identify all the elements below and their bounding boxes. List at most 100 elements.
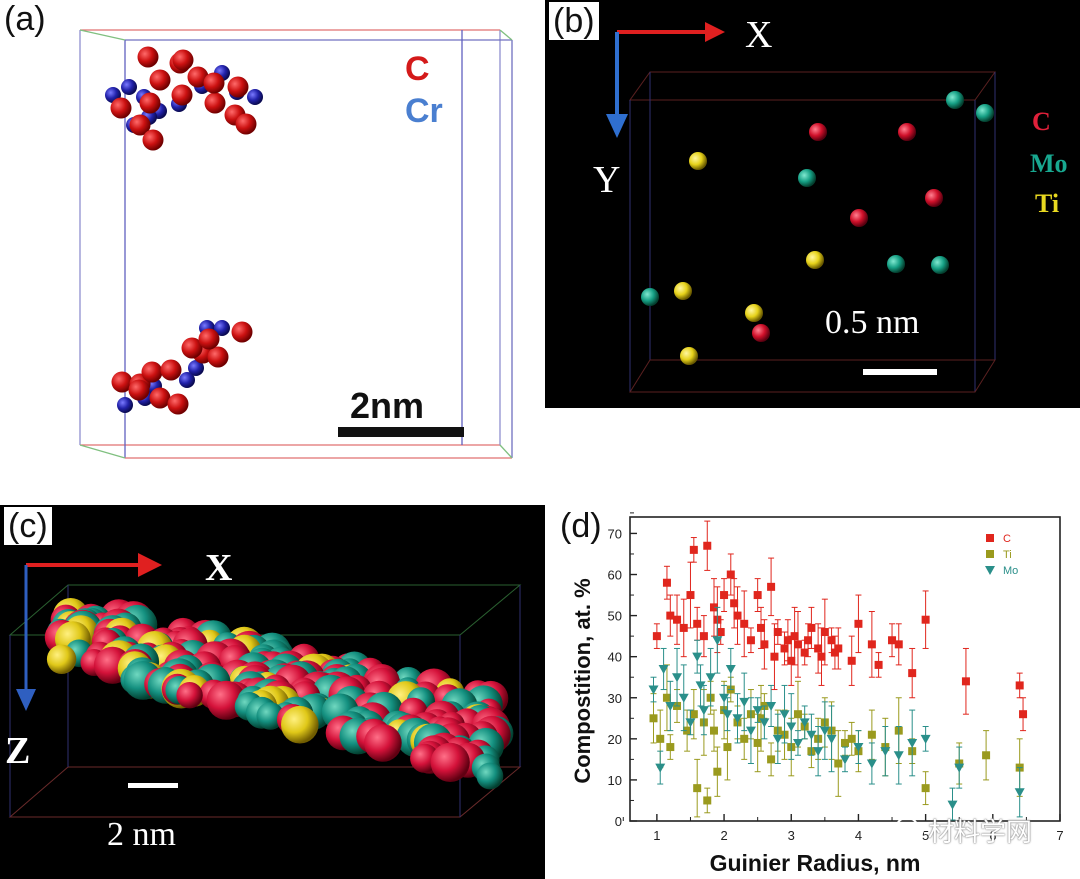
data-point-c [888, 636, 897, 645]
data-point-ti [683, 726, 692, 735]
panel-a-atom-map: C Cr 2nm [79, 29, 513, 459]
data-point-ti [689, 710, 698, 719]
c-atom [137, 46, 159, 68]
z-axis-arrowhead-icon [16, 689, 36, 711]
data-point-c [679, 623, 688, 632]
wechat-icon [895, 815, 925, 841]
series-mo [648, 606, 1025, 821]
data-point-ti [649, 714, 658, 723]
c-atom [850, 209, 868, 227]
data-point-mo [813, 747, 824, 757]
series-c [652, 520, 1028, 732]
mo-atom [931, 256, 949, 274]
data-point-mo [786, 722, 797, 732]
data-point-mo [840, 755, 850, 765]
data-point-mo [678, 693, 689, 703]
data-point-mo [745, 726, 756, 736]
y-tick-label: 70 [608, 526, 622, 541]
data-point-mo [705, 673, 716, 683]
data-point-mo [792, 738, 803, 748]
data-point-c [770, 652, 779, 661]
data-point-mo [853, 743, 864, 753]
data-point-c [726, 570, 735, 579]
data-point-c [847, 656, 856, 665]
chart-legend: C Ti Mo [985, 533, 1018, 577]
data-point-c [827, 636, 836, 645]
x-tick-label: 1 [653, 828, 660, 843]
data-point-c [1019, 710, 1028, 719]
x-tick-label: 7 [1056, 828, 1063, 843]
data-point-c [834, 644, 843, 653]
x-axis-arrowhead-icon [138, 553, 162, 577]
x-axis-title: Guinier Radius, nm [710, 850, 921, 876]
panel-a-scale-bar [338, 427, 464, 437]
data-point-ti [723, 743, 732, 752]
panel-c-scale-bar [128, 783, 178, 788]
c-atom [110, 97, 132, 119]
data-point-ti [767, 755, 776, 764]
x-axis-label: X [745, 14, 772, 56]
data-point-c [662, 578, 671, 587]
c-atom [235, 113, 257, 135]
composition-scatter-chart: 0 10 20 30 40 50 60 70 1 2 3 4 5 6 7 Guinier Radius, nm… [570, 512, 1064, 876]
panel-a-atoms [105, 46, 263, 415]
data-point-ti [834, 759, 843, 768]
c-atom [111, 371, 133, 393]
c-atom [160, 359, 182, 381]
mo-atom [641, 288, 659, 306]
c-atom [925, 189, 943, 207]
y-tick-label: 0 [615, 814, 622, 829]
ti-atom [806, 251, 824, 269]
data-point-c [689, 545, 698, 554]
data-point-c [716, 628, 725, 637]
data-point-mo [947, 800, 958, 810]
data-point-c [720, 591, 729, 600]
data-point-ti [867, 730, 876, 739]
data-point-c [830, 648, 839, 657]
c-atom [128, 379, 150, 401]
panel-a-label: (a) [0, 0, 50, 38]
c-atom [752, 324, 770, 342]
ti-atom [680, 347, 698, 365]
mo-atom [946, 91, 964, 109]
c-atom [149, 387, 171, 409]
c-atom [181, 337, 203, 359]
legend-marker [985, 566, 995, 575]
mo-atom [256, 702, 285, 730]
legend-label: C [1003, 533, 1011, 545]
data-point-mo [732, 714, 743, 724]
panel-b-atoms [641, 91, 994, 365]
panel-b-label: (b) [549, 2, 599, 40]
mo-atom [976, 104, 994, 122]
data-point-mo [658, 665, 669, 674]
panel-c-atoms [44, 598, 514, 790]
data-point-mo [752, 706, 763, 716]
mo-atom [887, 255, 905, 273]
data-point-c [753, 591, 762, 600]
c-atom [198, 328, 220, 350]
y-axis-title: Compostition, at. % [570, 578, 595, 783]
data-point-mo [1014, 788, 1025, 798]
data-point-c [894, 640, 903, 649]
data-point-mo [725, 665, 736, 674]
data-point-ti [841, 738, 849, 747]
data-point-c [804, 636, 813, 645]
data-point-ti [921, 784, 930, 793]
data-point-c [817, 652, 826, 661]
data-point-c [757, 623, 766, 632]
data-point-ti [713, 767, 722, 776]
panel-a-scale-label: 2nm [350, 385, 424, 426]
data-point-mo [920, 734, 931, 744]
data-point-ti [662, 693, 671, 702]
data-point-ti [847, 734, 856, 743]
c-atom [167, 393, 189, 415]
y-tick-label: 60 [608, 568, 622, 583]
ti-atom [689, 152, 707, 170]
data-point-ti [666, 743, 675, 752]
data-point-mo [826, 734, 837, 744]
data-point-mo [819, 726, 830, 736]
data-point-c [1015, 681, 1024, 690]
data-point-mo [722, 710, 733, 720]
watermark-text: 材料学网 [928, 817, 1033, 847]
data-point-mo [866, 759, 877, 769]
